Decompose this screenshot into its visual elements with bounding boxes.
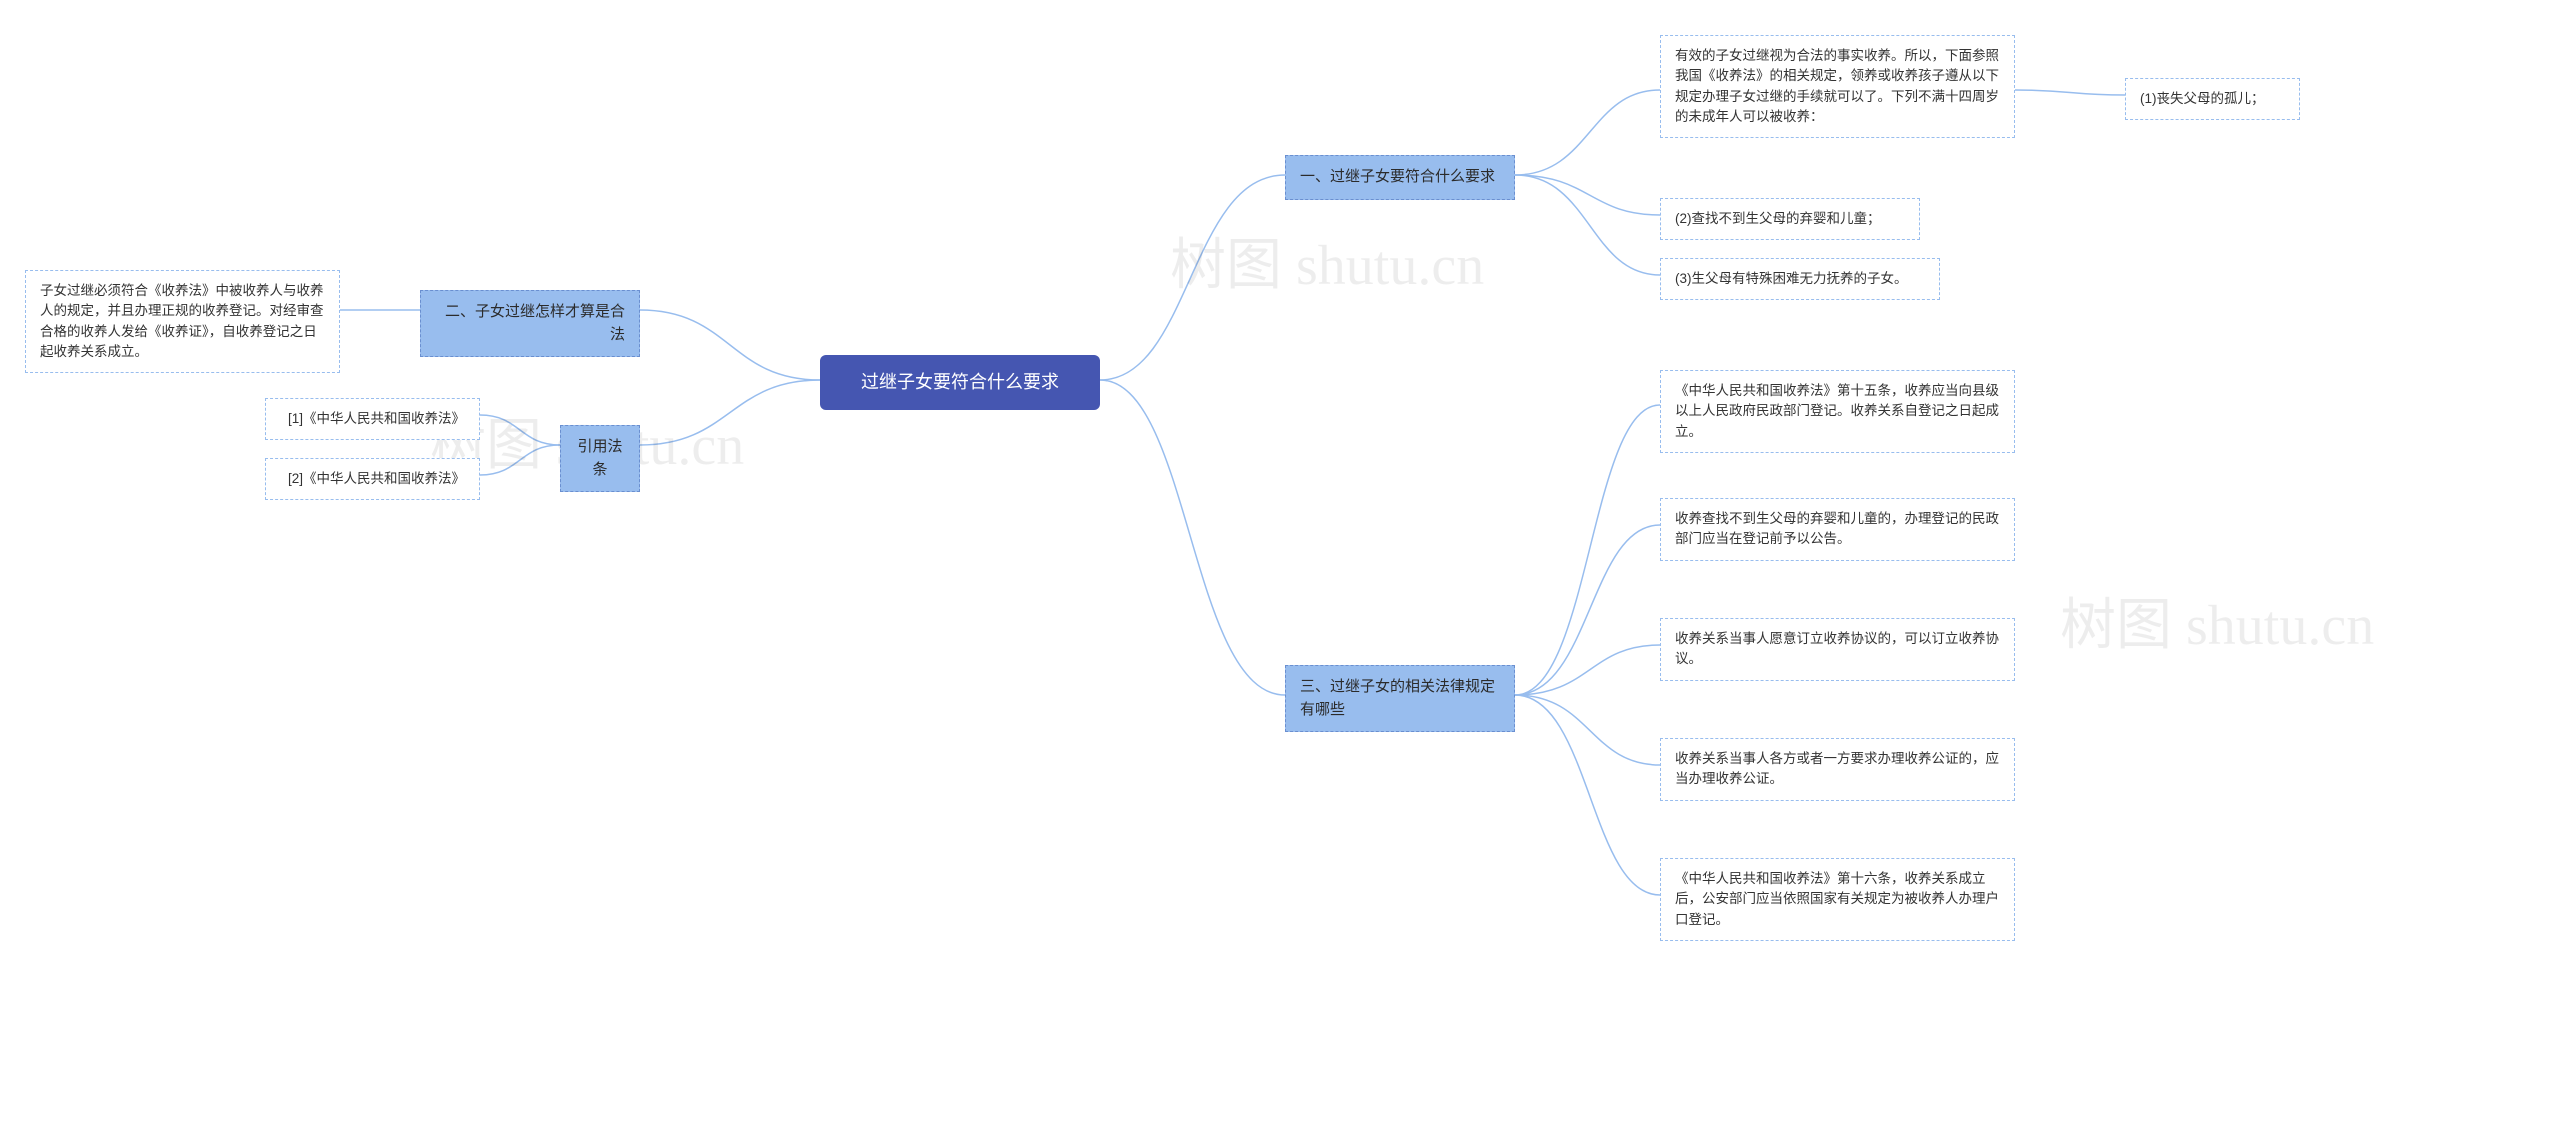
leaf-legal-text: 子女过继必须符合《收养法》中被收养人与收养人的规定，并且办理正规的收养登记。对经… <box>25 270 340 373</box>
leaf-ref-1: [1]《中华人民共和国收养法》 <box>265 398 480 440</box>
branch-requirements: 一、过继子女要符合什么要求 <box>1285 155 1515 200</box>
root-node: 过继子女要符合什么要求 <box>820 355 1100 410</box>
branch-laws: 三、过继子女的相关法律规定有哪些 <box>1285 665 1515 732</box>
leaf-law-5: 《中华人民共和国收养法》第十六条，收养关系成立后，公安部门应当依照国家有关规定为… <box>1660 858 2015 941</box>
watermark: 树图 shutu.cn <box>2060 580 2374 661</box>
leaf-law-4: 收养关系当事人各方或者一方要求办理收养公证的，应当办理收养公证。 <box>1660 738 2015 801</box>
leaf-law-2: 收养查找不到生父母的弃婴和儿童的，办理登记的民政部门应当在登记前予以公告。 <box>1660 498 2015 561</box>
branch-legal-process: 二、子女过继怎样才算是合法 <box>420 290 640 357</box>
leaf-req-3: (3)生父母有特殊困难无力抚养的子女。 <box>1660 258 1940 300</box>
leaf-law-1: 《中华人民共和国收养法》第十五条，收养应当向县级以上人民政府民政部门登记。收养关… <box>1660 370 2015 453</box>
leaf-req-intro: 有效的子女过继视为合法的事实收养。所以，下面参照我国《收养法》的相关规定，领养或… <box>1660 35 2015 138</box>
branch-references: 引用法条 <box>560 425 640 492</box>
leaf-req-2: (2)查找不到生父母的弃婴和儿童； <box>1660 198 1920 240</box>
leaf-req-1: (1)丧失父母的孤儿； <box>2125 78 2300 120</box>
watermark: 树图 shutu.cn <box>1170 220 1484 301</box>
leaf-law-3: 收养关系当事人愿意订立收养协议的，可以订立收养协议。 <box>1660 618 2015 681</box>
leaf-ref-2: [2]《中华人民共和国收养法》 <box>265 458 480 500</box>
